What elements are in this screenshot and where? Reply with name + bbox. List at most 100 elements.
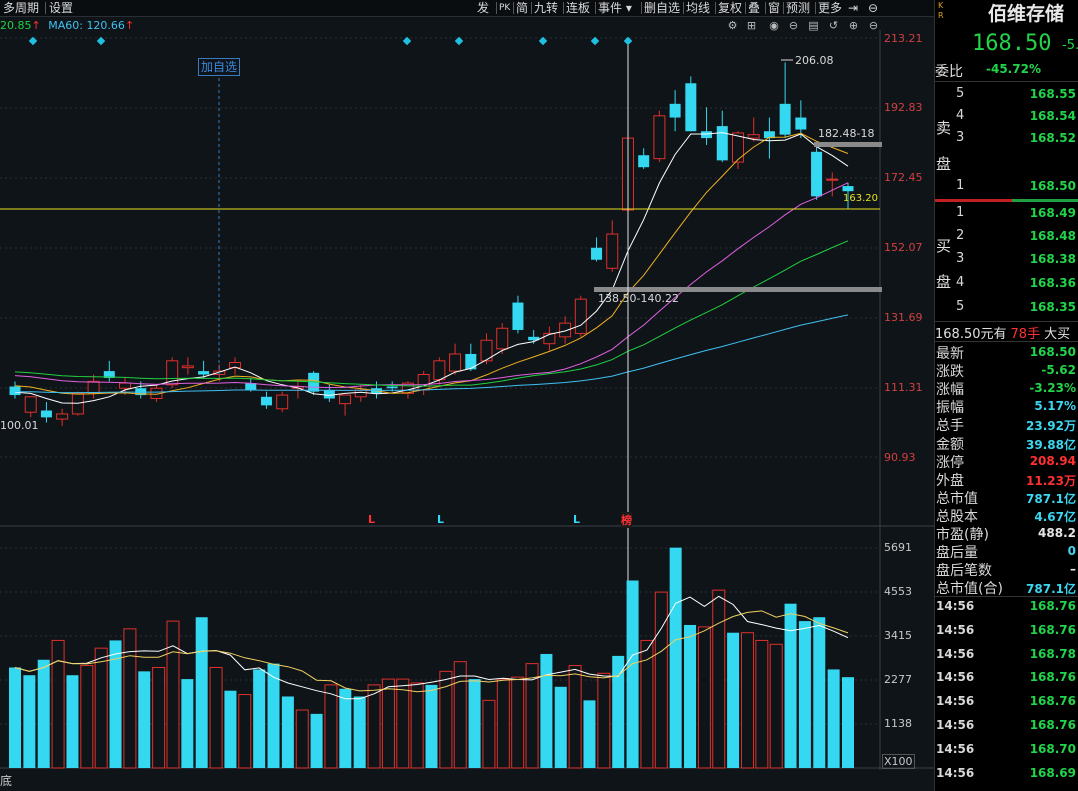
bid-level-label: 1 <box>956 205 965 220</box>
banner-unit: 元有 <box>980 327 1007 342</box>
undo-icon[interactable]: ↺ <box>828 19 839 32</box>
volume-bar <box>669 547 682 768</box>
pin-icon[interactable]: ⇥ <box>848 1 859 15</box>
diamond-marker <box>590 36 600 46</box>
volume-bar <box>842 677 854 768</box>
candle-body <box>763 131 775 139</box>
zoom-in-icon[interactable]: ⊕ <box>848 19 859 32</box>
trash-icon[interactable]: ▤ <box>808 19 819 32</box>
volume-bar <box>640 639 654 769</box>
candle-body <box>574 298 587 334</box>
tick-price: 168.76 <box>1029 718 1076 732</box>
toolbar-item[interactable]: 九转 <box>534 1 559 15</box>
current-price: 168.50 <box>972 31 1052 56</box>
diamond-marker <box>28 36 38 46</box>
stock-name: 佰维存储 <box>988 3 1065 25</box>
toolbar-item[interactable]: 更多 <box>818 1 843 15</box>
volume-bar <box>253 669 266 768</box>
toolbar-item[interactable]: 均线 <box>686 1 711 15</box>
marker-L: L <box>437 513 445 526</box>
tick-price: 168.76 <box>1029 622 1076 637</box>
bottom-left-label: 底 <box>0 774 13 788</box>
kline-svg[interactable] <box>0 0 934 791</box>
candle-body <box>166 360 179 386</box>
ask-level-label: 1 <box>956 178 965 193</box>
eye-icon[interactable]: ◉ <box>769 19 779 32</box>
lock-icon[interactable]: ⊖ <box>788 19 799 32</box>
candle-body <box>559 322 572 338</box>
toolbar-item[interactable]: 简 <box>516 1 529 15</box>
volume-bar <box>727 632 740 768</box>
candle-body <box>181 365 194 369</box>
tick-time: 14:56 <box>936 622 975 637</box>
price-change: -5.6 <box>1062 38 1078 53</box>
quote-sidebar: K R 佰维存储 168.50 -5.6 委比 -45.72% 卖盘 买盘 16… <box>934 0 1078 791</box>
ma-line <box>14 132 849 395</box>
bid-level-value: 168.48 <box>1029 229 1076 243</box>
stat-value: -3.23% <box>1029 381 1076 396</box>
ask-level-value: 168.52 <box>1029 131 1076 145</box>
stat-value: 208.94 <box>1029 453 1076 468</box>
volume-bar <box>597 672 611 769</box>
toolbar-item[interactable]: 连板 <box>566 1 591 15</box>
candle-body <box>433 360 446 381</box>
add-favorite-tag[interactable]: 加自选 <box>198 58 241 76</box>
zoom-out-icon[interactable]: ⊖ <box>868 19 879 32</box>
toolbar-item[interactable]: 多周期 <box>3 1 40 15</box>
ma-line <box>14 314 849 394</box>
banner-qty: 78 <box>1010 327 1028 342</box>
collapse-icon[interactable]: ⊖ <box>868 1 879 15</box>
candle-body <box>811 151 823 197</box>
toolbar-item[interactable]: 窗 <box>768 1 781 15</box>
volume-bar <box>482 699 496 769</box>
ma60-value: 120.66 <box>86 19 125 32</box>
candle-body <box>480 339 493 362</box>
toolbar-item[interactable]: 叠 <box>748 1 761 15</box>
ma-legend: 20.85↑ MA60: 120.66↑ <box>0 18 134 34</box>
high-annotation: 206.08 <box>795 54 834 67</box>
toolbar-item[interactable]: 删自选 <box>644 1 681 15</box>
ma-tail-arrow: ↑ <box>31 19 41 32</box>
chart-area: 多周期 设置 发 PK 简九转 连板 事件 ▾ 删自选 均线 复权叠窗预测 更多 ⇥ ⊖ 20.85↑ … <box>0 0 934 791</box>
toolbar-item[interactable]: 发 <box>477 1 490 15</box>
volume-bar <box>612 655 625 768</box>
toolbar-item[interactable]: 复权 <box>718 1 743 15</box>
ask-level-label: 5 <box>956 86 965 101</box>
price-axis-label: 90.93 <box>884 451 916 464</box>
candle-body <box>653 115 666 160</box>
volume-bar <box>66 675 79 768</box>
volume-axis-label: 4553 <box>884 585 912 598</box>
tick-price: 168.76 <box>1029 599 1076 613</box>
volume-bar <box>37 659 50 768</box>
layout-icon[interactable]: ⊞ <box>746 19 757 32</box>
volume-bar <box>784 603 797 768</box>
volume-bar <box>425 684 438 768</box>
last-price-tag: 163.20 <box>843 193 878 204</box>
volume-bar <box>755 639 769 769</box>
candle-body <box>638 155 650 168</box>
volume-bar <box>511 676 525 769</box>
toolbar-item[interactable]: 预测 <box>786 1 811 15</box>
candle-body <box>701 131 713 139</box>
candle-body <box>229 362 242 369</box>
tick-price: 168.76 <box>1029 670 1076 685</box>
candle-body <box>40 410 52 418</box>
stat-value: 787.1亿 <box>1026 582 1076 597</box>
toolbar-item[interactable]: 设置 <box>49 1 74 15</box>
stat-label: 金额 <box>936 436 964 453</box>
sell-side-char: 盘 <box>936 155 952 173</box>
volume-bar <box>94 647 108 769</box>
settings-icon[interactable]: ⚙ <box>727 19 738 32</box>
toolbar-item[interactable]: PK <box>499 3 511 13</box>
stat-value: 168.50 <box>1029 345 1076 359</box>
toolbar-item[interactable]: 事件 ▾ <box>598 1 632 15</box>
toolbar: 多周期 设置 发 PK 简九转 连板 事件 ▾ 删自选 均线 复权叠窗预测 更多 ⇥ ⊖ <box>0 0 934 17</box>
volume-bar <box>367 684 381 769</box>
stat-label: 市盈(静) <box>936 527 989 543</box>
stat-label: 总市值(合) <box>936 581 1003 598</box>
volume-bar <box>525 663 539 769</box>
volume-bar <box>540 653 553 768</box>
stat-value: 39.88亿 <box>1026 437 1076 452</box>
candle-body <box>119 382 132 389</box>
volume-bar <box>138 671 151 768</box>
